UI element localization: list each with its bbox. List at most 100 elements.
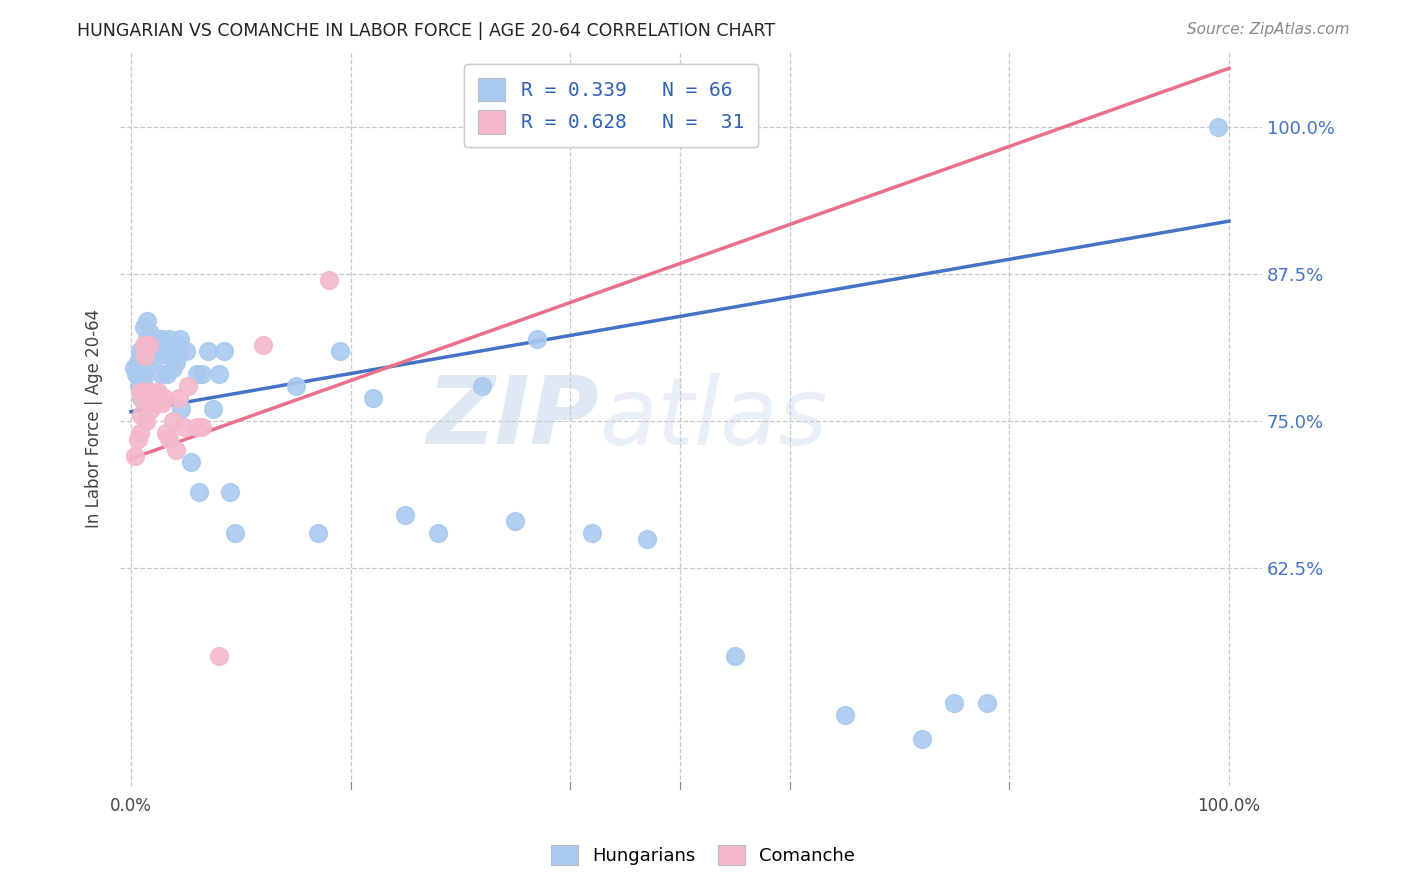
Point: [186, 367, 208, 381]
Text: Source: ZipAtlas.com: Source: ZipAtlas.com: [1187, 22, 1350, 37]
Point: [143, 337, 166, 351]
Point: [138, 337, 160, 351]
Point: [307, 525, 329, 540]
Point: [136, 332, 159, 346]
Text: HUNGARIAN VS COMANCHE IN LABOR FORCE | AGE 20-64 CORRELATION CHART: HUNGARIAN VS COMANCHE IN LABOR FORCE | A…: [77, 22, 776, 40]
Point: [124, 450, 146, 464]
Point: [138, 384, 160, 399]
Point: [141, 332, 163, 346]
Point: [503, 514, 526, 528]
Point: [177, 379, 200, 393]
Point: [284, 379, 307, 393]
Point: [163, 343, 186, 358]
Point: [131, 367, 153, 381]
Point: [169, 332, 191, 346]
Point: [155, 425, 177, 440]
Point: [159, 350, 181, 364]
Point: [128, 379, 150, 393]
Point: [148, 343, 170, 358]
Point: [134, 320, 156, 334]
Point: [136, 314, 159, 328]
Point: [361, 391, 384, 405]
Point: [122, 361, 145, 376]
Point: [329, 343, 352, 358]
Point: [128, 384, 150, 399]
Point: [127, 355, 149, 369]
Point: [139, 402, 162, 417]
Point: [129, 408, 152, 422]
Point: [142, 337, 165, 351]
Point: [724, 649, 747, 664]
Point: [135, 361, 157, 376]
Point: [139, 343, 162, 358]
Point: [142, 384, 165, 399]
Point: [165, 355, 187, 369]
Point: [173, 420, 195, 434]
Point: [394, 508, 416, 523]
Point: [148, 384, 170, 399]
Point: [910, 731, 932, 746]
Point: [224, 525, 246, 540]
Point: [132, 373, 155, 387]
Point: [134, 350, 156, 364]
Legend: Hungarians, Comanche: Hungarians, Comanche: [544, 838, 862, 872]
Point: [526, 332, 548, 346]
Point: [165, 443, 187, 458]
Point: [148, 332, 170, 346]
Point: [427, 525, 450, 540]
Point: [471, 379, 494, 393]
Y-axis label: In Labor Force | Age 20-64: In Labor Force | Age 20-64: [86, 309, 103, 528]
Point: [186, 420, 208, 434]
Point: [170, 402, 193, 417]
Point: [1206, 120, 1229, 134]
Text: 100.0%: 100.0%: [1198, 797, 1260, 815]
Point: [150, 332, 173, 346]
Point: [157, 432, 180, 446]
Point: [153, 391, 176, 405]
Point: [252, 337, 274, 351]
Text: ZIP: ZIP: [426, 372, 599, 464]
Point: [191, 420, 214, 434]
Point: [197, 343, 219, 358]
Point: [157, 332, 180, 346]
Point: [138, 343, 160, 358]
Point: [202, 402, 225, 417]
Point: [162, 414, 184, 428]
Point: [131, 350, 153, 364]
Point: [128, 343, 150, 358]
Point: [834, 708, 856, 723]
Point: [131, 391, 153, 405]
Text: 0.0%: 0.0%: [110, 797, 152, 815]
Point: [134, 337, 156, 351]
Point: [156, 367, 179, 381]
Point: [943, 696, 966, 710]
Point: [167, 391, 190, 405]
Point: [150, 396, 173, 410]
Point: [318, 273, 340, 287]
Point: [976, 696, 998, 710]
Point: [155, 343, 177, 358]
Point: [138, 326, 160, 340]
Point: [143, 396, 166, 410]
Point: [127, 432, 149, 446]
Point: [188, 484, 211, 499]
Point: [146, 350, 169, 364]
Point: [636, 532, 658, 546]
Point: [214, 343, 236, 358]
Point: [162, 361, 184, 376]
Point: [153, 343, 176, 358]
Point: [218, 484, 240, 499]
Legend: R = 0.339   N = 66, R = 0.628   N =  31: R = 0.339 N = 66, R = 0.628 N = 31: [464, 64, 758, 147]
Point: [174, 343, 197, 358]
Point: [132, 384, 155, 399]
Point: [143, 332, 166, 346]
Point: [149, 367, 172, 381]
Point: [128, 425, 150, 440]
Point: [125, 367, 148, 381]
Point: [145, 391, 167, 405]
Point: [180, 455, 202, 469]
Point: [135, 414, 157, 428]
Point: [167, 343, 190, 358]
Point: [191, 367, 214, 381]
Point: [166, 337, 188, 351]
